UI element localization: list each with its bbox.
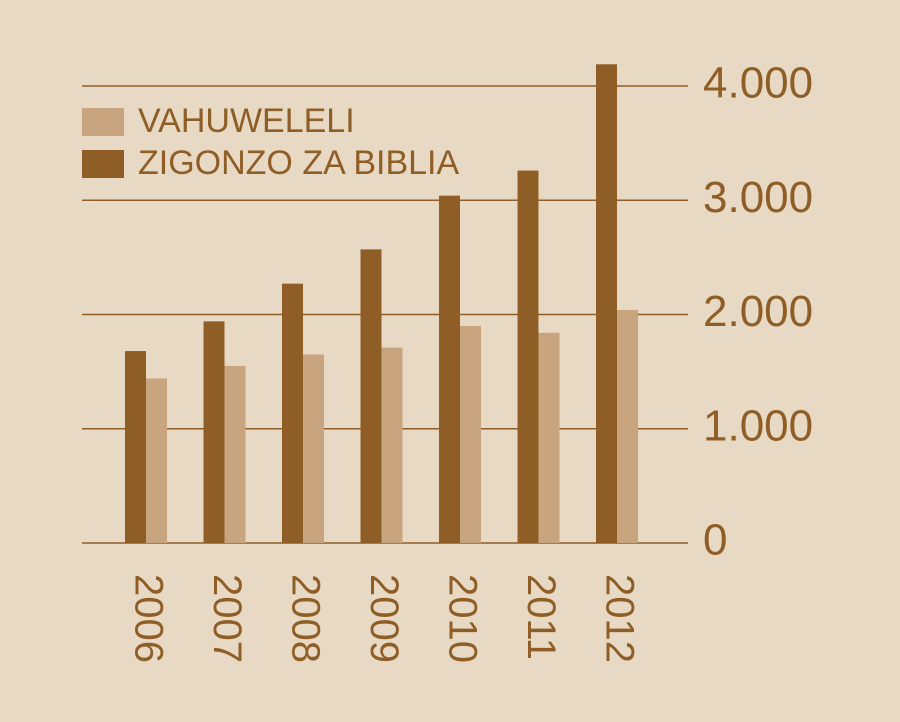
- bar: [203, 321, 225, 543]
- bar: [282, 283, 303, 543]
- bar: [517, 170, 539, 544]
- legend-swatch: [82, 150, 124, 178]
- x-tick-label: 2012: [597, 574, 641, 663]
- x-tick-label: 2006: [126, 574, 170, 663]
- x-tick-label: 2011: [519, 574, 563, 660]
- y-tick-label: 3.000: [703, 173, 813, 222]
- bar: [125, 351, 146, 543]
- x-tick-label: 2007: [205, 574, 249, 663]
- y-tick-label: 1.000: [703, 401, 813, 450]
- x-tick-label: 2009: [362, 574, 406, 663]
- x-tick-label: 2008: [283, 574, 327, 663]
- y-tick-label: 2.000: [703, 287, 813, 336]
- bar: [360, 249, 382, 543]
- bar: [381, 347, 403, 543]
- y-tick-label: 0: [703, 516, 727, 565]
- x-tick-label: 2010: [440, 574, 484, 663]
- legend-label: ZIGONZO ZA BIBLIA: [138, 144, 459, 182]
- bar: [146, 378, 167, 543]
- bar: [596, 64, 617, 543]
- bar: [617, 309, 638, 543]
- bar: [538, 332, 560, 543]
- bar: [303, 354, 324, 543]
- y-tick-label: 4.000: [703, 59, 813, 108]
- bar: [460, 325, 481, 543]
- legend-label: VAHUWELELI: [138, 102, 355, 140]
- bar: [224, 365, 246, 543]
- bar: [439, 195, 460, 543]
- legend-swatch: [82, 108, 124, 136]
